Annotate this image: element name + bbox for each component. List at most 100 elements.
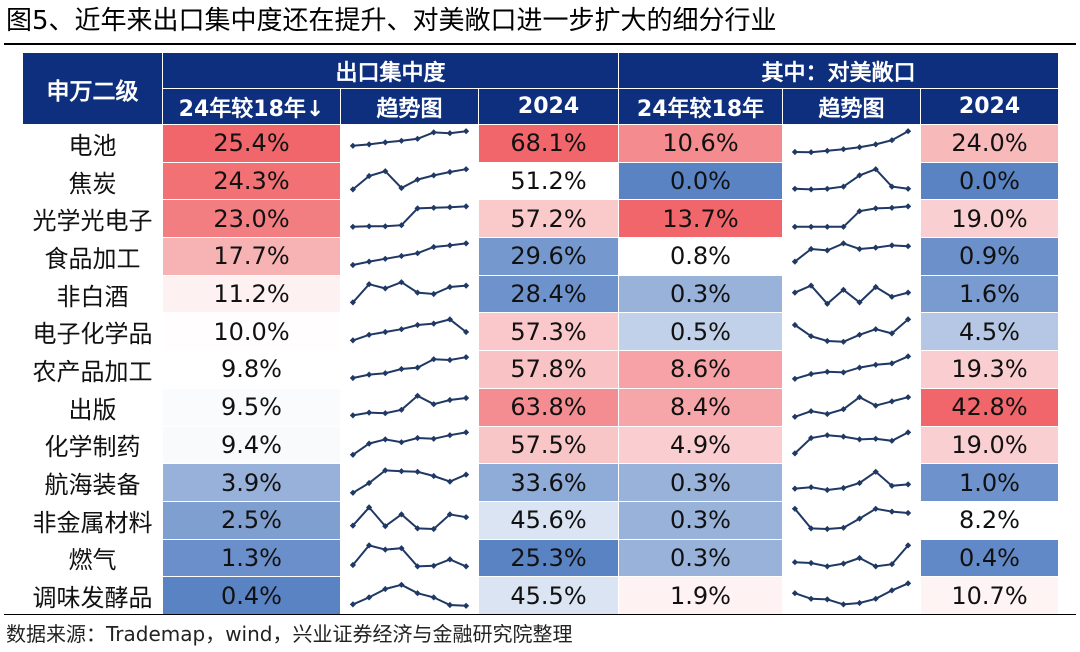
- spark-point-4: [414, 321, 421, 328]
- concentration-change-cell: 23.0%: [162, 199, 341, 239]
- table-row: 非白酒 11.2% 28.4% 0.3% 1.6%: [22, 274, 1060, 314]
- table-row: 非金属材料 2.5% 45.6% 0.3% 8.2%: [22, 500, 1060, 540]
- spark-point-6: [888, 398, 896, 405]
- us-exposure-trend-sparkline-svg: [791, 468, 912, 493]
- spark-point-0: [791, 185, 799, 192]
- spark-point-2: [382, 436, 389, 443]
- spark-point-6: [446, 431, 453, 439]
- us-exposure-trend-sparkline: [782, 161, 922, 201]
- concentration-trend-sparkline-svg: [349, 466, 470, 496]
- spark-point-7: [462, 563, 470, 570]
- spark-line: [352, 468, 467, 494]
- spark-point-3: [840, 240, 847, 247]
- spark-point-0: [349, 223, 357, 230]
- spark-point-2: [824, 337, 831, 344]
- sub-header-concentration-change[interactable]: 24年较18年↓: [162, 88, 341, 125]
- spark-point-6: [888, 242, 896, 249]
- concentration-2024-cell: 57.5%: [477, 425, 620, 465]
- spark-point-2: [382, 285, 389, 292]
- spark-point-6: [446, 203, 453, 211]
- spark-point-5: [430, 593, 437, 601]
- spark-point-0: [791, 558, 799, 566]
- heatmap-table: 申万二级 出口集中度 其中：对美敞口 24年较18年↓ 趋势图 2024 24年…: [22, 52, 1060, 615]
- us-exposure-trend-sparkline-svg: [791, 505, 912, 533]
- table-row: 出版 9.5% 63.8% 8.4% 42.8%: [22, 387, 1060, 427]
- us-exposure-trend-sparkline: [782, 274, 922, 314]
- spark-line: [794, 284, 909, 306]
- sub-header-concentration-2024: 2024: [477, 88, 620, 125]
- spark-point-6: [446, 397, 453, 404]
- sub-header-us-trend: 趋势图: [782, 88, 922, 125]
- spark-point-3: [840, 369, 847, 376]
- spark-point-7: [905, 394, 912, 401]
- concentration-change-cell: 9.4%: [162, 425, 341, 465]
- sub-header-us-2024: 2024: [920, 88, 1060, 125]
- title-rule: [4, 43, 1076, 45]
- us-exposure-change-cell: 10.6%: [618, 124, 784, 163]
- spark-point-4: [856, 246, 863, 253]
- spark-point-0: [349, 262, 357, 269]
- spark-point-2: [824, 247, 831, 254]
- group-header-concentration: 出口集中度: [161, 52, 620, 89]
- spark-point-6: [446, 478, 453, 485]
- spark-point-6: [446, 130, 453, 137]
- page-title: 图5、近年来出口集中度还在提升、对美敞口进一步扩大的细分行业: [6, 6, 777, 36]
- us-exposure-trend-sparkline: [782, 387, 922, 427]
- us-exposure-trend-sparkline: [782, 425, 922, 465]
- us-exposure-2024-cell: 0.0%: [920, 161, 1060, 201]
- spark-point-3: [840, 600, 847, 608]
- us-exposure-2024-cell: 8.2%: [920, 500, 1060, 540]
- spark-point-7: [905, 243, 912, 250]
- spark-point-7: [905, 510, 912, 517]
- us-exposure-change-cell: 0.8%: [618, 237, 784, 276]
- spark-point-3: [398, 438, 405, 446]
- spark-point-7: [462, 395, 470, 402]
- spark-point-5: [872, 325, 879, 333]
- spark-line: [352, 168, 467, 191]
- us-exposure-trend-sparkline: [782, 312, 922, 352]
- us-exposure-trend-sparkline-svg: [791, 203, 912, 230]
- spark-point-0: [791, 289, 799, 296]
- spark-point-7: [462, 429, 470, 436]
- us-exposure-trend-sparkline-svg: [791, 542, 912, 570]
- spark-point-4: [856, 436, 863, 443]
- table-row: 调味发酵品 0.4% 45.5% 1.9% 10.7%: [22, 576, 1060, 615]
- spark-point-2: [824, 486, 831, 493]
- spark-point-6: [888, 508, 896, 515]
- spark-point-6: [446, 283, 453, 291]
- concentration-trend-sparkline: [340, 500, 479, 540]
- spark-point-2: [382, 168, 389, 175]
- concentration-trend-sparkline: [340, 199, 479, 239]
- spark-point-6: [446, 601, 453, 608]
- spark-line: [794, 582, 909, 606]
- concentration-2024-cell: 57.2%: [477, 199, 620, 239]
- concentration-2024-cell: 45.6%: [477, 500, 620, 540]
- us-exposure-change-cell: 0.3%: [618, 463, 784, 502]
- spark-point-7: [462, 354, 470, 361]
- spark-line: [352, 431, 467, 456]
- concentration-trend-sparkline-svg: [349, 240, 470, 269]
- spark-point-1: [366, 222, 373, 230]
- spark-point-7: [462, 166, 470, 173]
- concentration-2024-cell: 51.2%: [477, 161, 620, 201]
- spark-point-0: [791, 485, 799, 492]
- us-exposure-trend-sparkline-svg: [791, 282, 912, 308]
- industry-name: 航海装备: [22, 463, 163, 502]
- spark-point-7: [905, 579, 912, 587]
- spark-point-1: [808, 408, 815, 415]
- concentration-trend-sparkline: [340, 538, 479, 578]
- concentration-trend-sparkline-svg: [349, 504, 470, 533]
- spark-point-7: [462, 602, 470, 609]
- spark-point-0: [349, 412, 357, 419]
- spark-point-5: [872, 435, 879, 442]
- spark-point-2: [824, 369, 831, 376]
- spark-point-1: [366, 371, 373, 379]
- spark-point-5: [430, 562, 437, 569]
- spark-point-7: [462, 328, 470, 335]
- spark-point-1: [808, 559, 815, 567]
- concentration-trend-sparkline-svg: [349, 128, 470, 150]
- spark-point-3: [398, 467, 405, 474]
- concentration-2024-cell: 45.5%: [477, 576, 620, 615]
- spark-point-7: [905, 353, 912, 360]
- spark-point-3: [840, 484, 847, 491]
